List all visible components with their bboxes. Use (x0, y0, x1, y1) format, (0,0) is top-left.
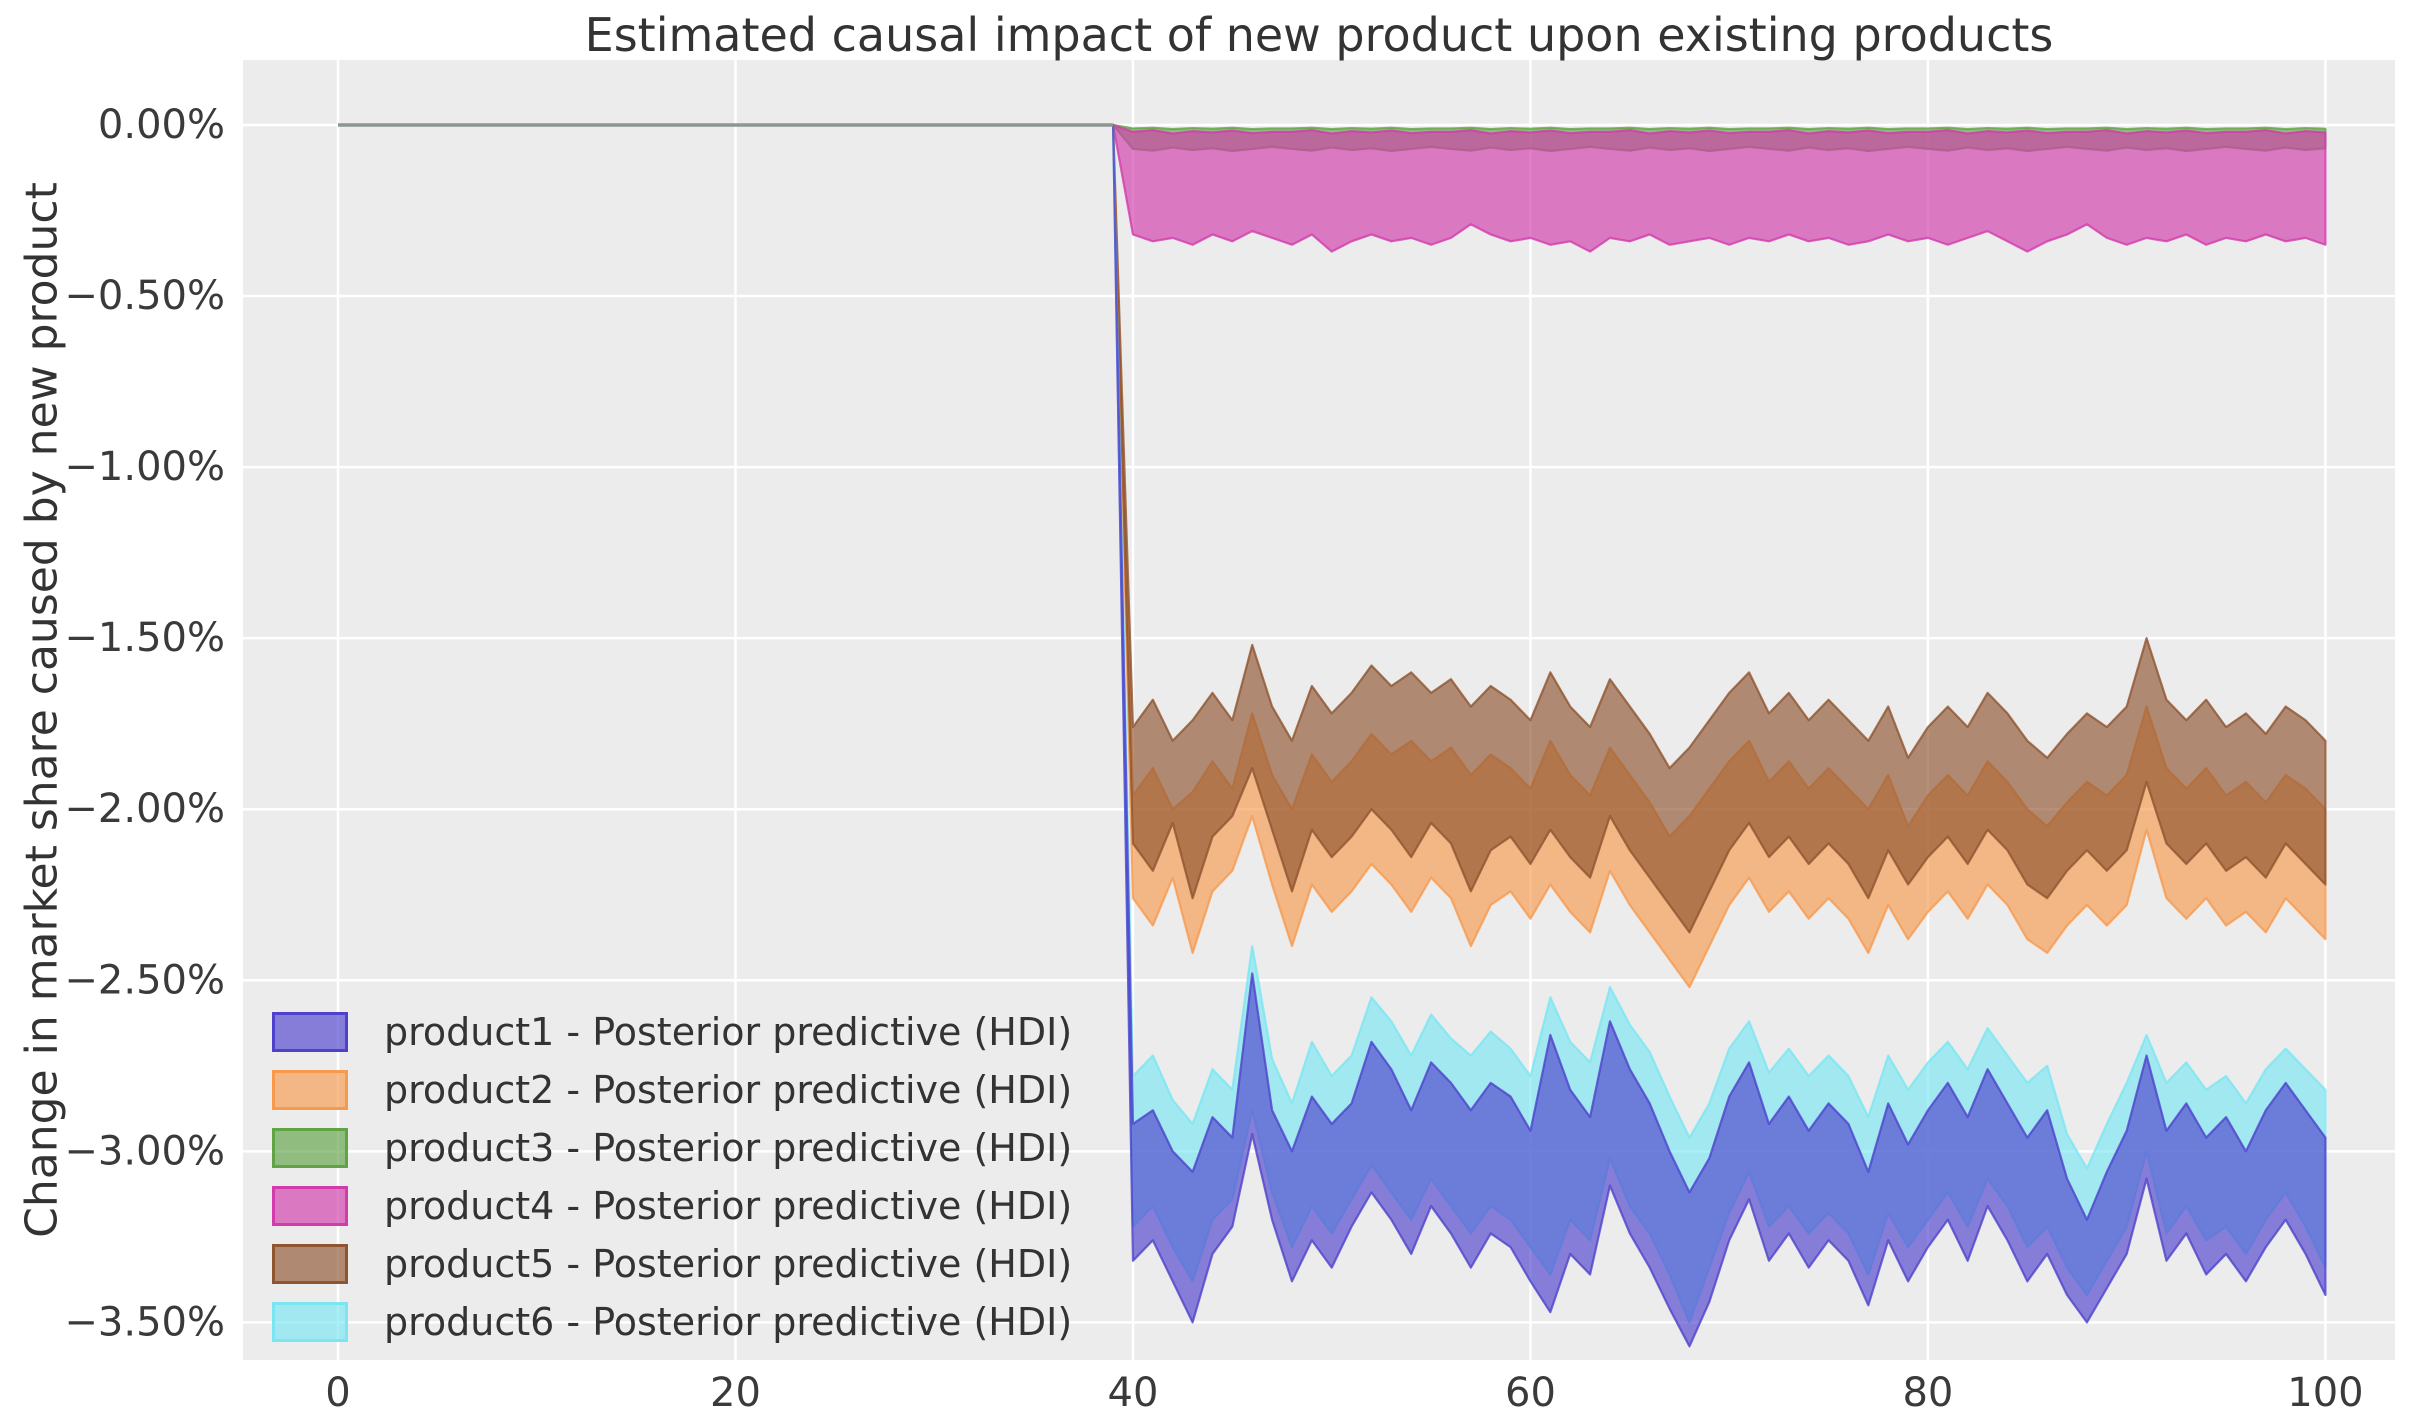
legend-label-product3: product3 - Posterior predictive (HDI) (384, 1126, 1073, 1170)
y-tick-label: −0.50% (64, 273, 225, 319)
legend-swatch-product1 (272, 1012, 348, 1052)
chart-title: Estimated causal impact of new product u… (584, 8, 2054, 62)
y-tick-label: −2.00% (64, 786, 225, 832)
band-product5 (1112, 123, 2327, 934)
y-axis-label: Change in market share caused by new pro… (16, 182, 68, 1238)
x-tick-label: 40 (1108, 1370, 1159, 1416)
legend-swatch-product2 (272, 1070, 348, 1110)
legend-swatch-product6 (272, 1302, 348, 1342)
legend-label-product5: product5 - Posterior predictive (HDI) (384, 1242, 1073, 1286)
y-tick-label: −3.00% (64, 1128, 225, 1174)
y-tick-label: −1.50% (64, 615, 225, 661)
legend-item-product5: product5 - Posterior predictive (HDI) (272, 1235, 1072, 1293)
y-tick-label: −2.50% (64, 957, 225, 1003)
legend-label-product6: product6 - Posterior predictive (HDI) (384, 1300, 1073, 1344)
legend-label-product4: product4 - Posterior predictive (HDI) (384, 1184, 1073, 1228)
x-tick-label: 80 (1902, 1370, 1953, 1416)
legend-label-product2: product2 - Posterior predictive (HDI) (384, 1068, 1073, 1112)
y-tick-label: −3.50% (64, 1299, 225, 1345)
legend-item-product2: product2 - Posterior predictive (HDI) (272, 1061, 1072, 1119)
x-tick-label: 0 (325, 1370, 350, 1416)
legend-swatch-product5 (272, 1244, 348, 1284)
band-product4 (1112, 123, 2327, 253)
legend-item-product1: product1 - Posterior predictive (HDI) (272, 1003, 1072, 1061)
x-tick-label: 100 (2287, 1370, 2363, 1416)
legend: product1 - Posterior predictive (HDI) pro… (272, 1003, 1072, 1351)
x-tick-label: 20 (710, 1370, 761, 1416)
legend-item-product4: product4 - Posterior predictive (HDI) (272, 1177, 1072, 1235)
legend-item-product6: product6 - Posterior predictive (HDI) (272, 1293, 1072, 1351)
legend-item-product3: product3 - Posterior predictive (HDI) (272, 1119, 1072, 1177)
legend-swatch-product3 (272, 1128, 348, 1168)
band-product1 (1112, 123, 2327, 1348)
y-tick-label: 0.00% (98, 102, 225, 148)
x-tick-label: 60 (1505, 1370, 1556, 1416)
legend-swatch-product4 (272, 1186, 348, 1226)
legend-label-product1: product1 - Posterior predictive (HDI) (384, 1010, 1073, 1054)
y-tick-label: −1.00% (64, 444, 225, 490)
